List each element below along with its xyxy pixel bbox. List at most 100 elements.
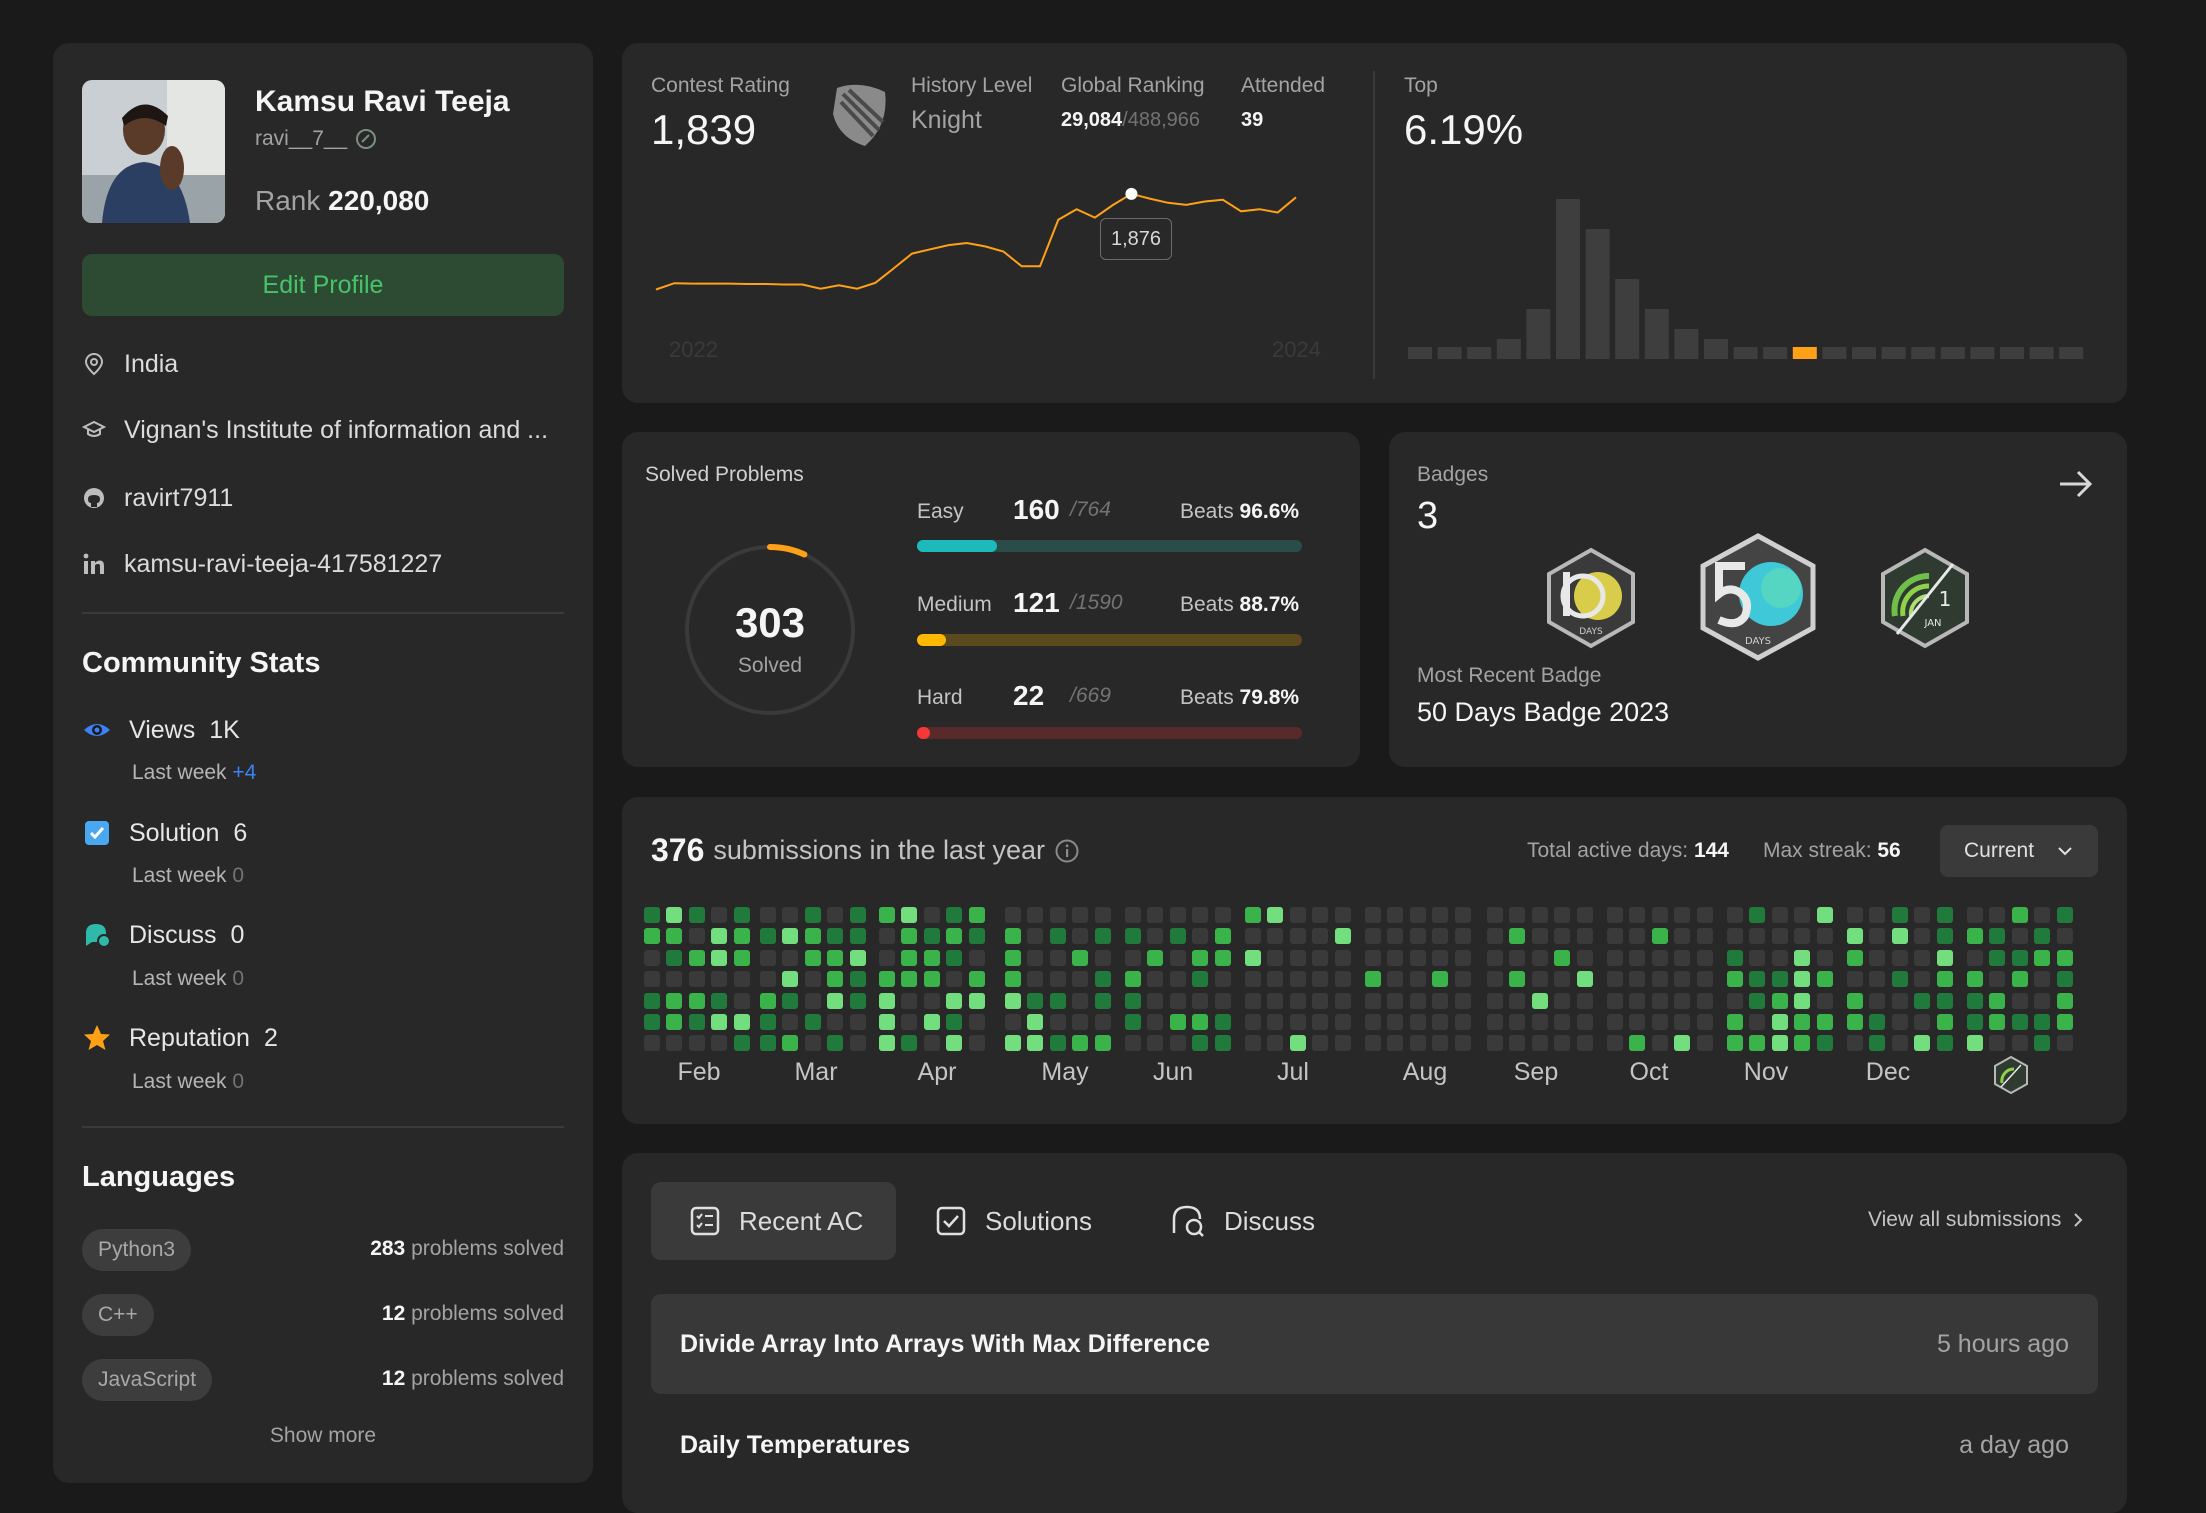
heatmap-cell[interactable]: [1989, 949, 2006, 966]
heatmap-cell[interactable]: [1531, 992, 1548, 1009]
histogram-bar[interactable]: [1704, 339, 1728, 359]
heatmap-cell[interactable]: [1027, 949, 1044, 966]
heatmap-cell[interactable]: [1674, 971, 1691, 988]
50-days-badge-icon[interactable]: DAYS: [1697, 532, 1819, 662]
heatmap-cell[interactable]: [1651, 1014, 1668, 1030]
heatmap-cell[interactable]: [1267, 992, 1284, 1009]
heatmap-cell[interactable]: [1312, 992, 1329, 1009]
heatmap-cell[interactable]: [1794, 949, 1811, 966]
heatmap-cell[interactable]: [1387, 928, 1404, 945]
heatmap-cell[interactable]: [1629, 1035, 1646, 1052]
heatmap-cell[interactable]: [2056, 971, 2073, 988]
heatmap-cell[interactable]: [1914, 1035, 1931, 1052]
github-row[interactable]: ravirt7911: [82, 478, 233, 518]
heatmap-cell[interactable]: [1454, 1035, 1471, 1052]
heatmap-cell[interactable]: [1771, 971, 1788, 988]
heatmap-cell[interactable]: [711, 992, 728, 1009]
heatmap-cell[interactable]: [1365, 907, 1381, 923]
heatmap-cell[interactable]: [849, 971, 866, 988]
heatmap-cell[interactable]: [1169, 1014, 1186, 1030]
heatmap-cell[interactable]: [1387, 1035, 1404, 1052]
heatmap-cell[interactable]: [1027, 992, 1044, 1009]
heatmap-cell[interactable]: [1696, 1014, 1713, 1030]
info-icon[interactable]: [1054, 838, 1080, 864]
heatmap-cell[interactable]: [1454, 907, 1471, 923]
heatmap-cell[interactable]: [1245, 949, 1261, 966]
heatmap-cell[interactable]: [827, 1035, 844, 1052]
language-tag[interactable]: Python3: [82, 1229, 192, 1271]
heatmap-cell[interactable]: [1245, 907, 1261, 923]
heatmap-cell[interactable]: [1027, 1014, 1044, 1030]
histogram-bar[interactable]: [1408, 347, 1432, 359]
heatmap-cell[interactable]: [1531, 949, 1548, 966]
avatar[interactable]: [82, 80, 225, 223]
heatmap-cell[interactable]: [1365, 1014, 1381, 1030]
heatmap-cell[interactable]: [946, 907, 963, 923]
heatmap-cell[interactable]: [1267, 1014, 1284, 1030]
heatmap-cell[interactable]: [1094, 971, 1111, 988]
heatmap-cell[interactable]: [1749, 992, 1766, 1009]
heatmap-cell[interactable]: [1245, 1035, 1261, 1052]
heatmap-cell[interactable]: [1891, 1035, 1908, 1052]
heatmap-cell[interactable]: [1365, 992, 1381, 1009]
heatmap-cell[interactable]: [1816, 907, 1833, 923]
heatmap-cell[interactable]: [1125, 971, 1141, 988]
heatmap-cell[interactable]: [968, 928, 985, 945]
histogram-bar[interactable]: [1615, 279, 1640, 359]
heatmap-cell[interactable]: [1967, 1035, 1983, 1052]
heatmap-cell[interactable]: [923, 949, 940, 966]
rating-distribution-histogram[interactable]: [1408, 193, 2088, 363]
heatmap-cell[interactable]: [1072, 928, 1089, 945]
heatmap-cell[interactable]: [946, 928, 963, 945]
heatmap-cell[interactable]: [711, 1014, 728, 1030]
heatmap-cell[interactable]: [711, 907, 728, 923]
heatmap-cell[interactable]: [1869, 907, 1886, 923]
heatmap-cell[interactable]: [2034, 928, 2051, 945]
heatmap-cell[interactable]: [804, 992, 821, 1009]
heatmap-cell[interactable]: [1432, 1035, 1449, 1052]
heatmap-cell[interactable]: [644, 907, 660, 923]
monthly-badge-icon[interactable]: [1992, 1055, 2030, 1095]
heatmap-cell[interactable]: [923, 928, 940, 945]
heatmap-cell[interactable]: [1267, 928, 1284, 945]
heatmap-cell[interactable]: [1147, 1014, 1164, 1030]
heatmap-cell[interactable]: [733, 992, 750, 1009]
heatmap-cell[interactable]: [1989, 992, 2006, 1009]
heatmap-cell[interactable]: [1674, 949, 1691, 966]
heatmap-cell[interactable]: [1607, 928, 1623, 945]
heatmap-cell[interactable]: [804, 907, 821, 923]
heatmap-cell[interactable]: [1432, 971, 1449, 988]
heatmap-cell[interactable]: [1989, 1014, 2006, 1030]
heatmap-cell[interactable]: [733, 949, 750, 966]
heatmap-cell[interactable]: [1289, 992, 1306, 1009]
heatmap-cell[interactable]: [1674, 928, 1691, 945]
heatmap-cell[interactable]: [1147, 907, 1164, 923]
heatmap-cell[interactable]: [1771, 949, 1788, 966]
histogram-bar[interactable]: [2000, 347, 2024, 359]
heatmap-cell[interactable]: [1072, 971, 1089, 988]
heatmap-cell[interactable]: [1727, 907, 1743, 923]
heatmap-cell[interactable]: [1576, 1014, 1593, 1030]
heatmap-cell[interactable]: [2056, 992, 2073, 1009]
heatmap-cell[interactable]: [1214, 928, 1231, 945]
heatmap-cell[interactable]: [1267, 949, 1284, 966]
heatmap-cell[interactable]: [1576, 992, 1593, 1009]
heatmap-cell[interactable]: [1576, 1035, 1593, 1052]
heatmap-cell[interactable]: [1869, 1035, 1886, 1052]
heatmap-cell[interactable]: [1312, 928, 1329, 945]
heatmap-cell[interactable]: [1914, 949, 1931, 966]
heatmap-cell[interactable]: [1147, 928, 1164, 945]
heatmap-cell[interactable]: [1049, 907, 1066, 923]
heatmap-cell[interactable]: [827, 928, 844, 945]
heatmap-cell[interactable]: [1509, 928, 1526, 945]
heatmap-cell[interactable]: [1387, 949, 1404, 966]
heatmap-cell[interactable]: [1869, 949, 1886, 966]
heatmap-cell[interactable]: [923, 1014, 940, 1030]
heatmap-cell[interactable]: [2011, 928, 2028, 945]
heatmap-cell[interactable]: [1334, 971, 1351, 988]
heatmap-cell[interactable]: [2011, 949, 2028, 966]
heatmap-cell[interactable]: [1651, 1035, 1668, 1052]
heatmap-cell[interactable]: [1651, 928, 1668, 945]
heatmap-cell[interactable]: [1027, 1035, 1044, 1052]
heatmap-cell[interactable]: [1936, 928, 1953, 945]
